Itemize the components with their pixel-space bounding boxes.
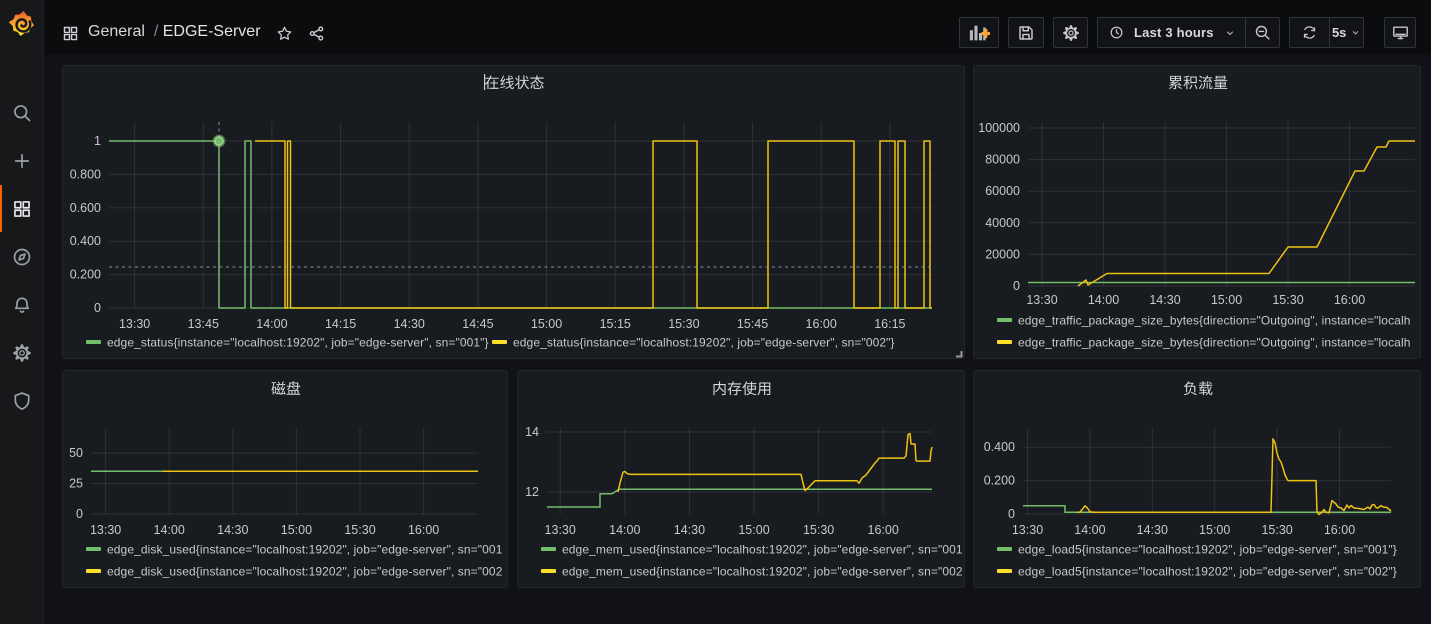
svg-text:13:30: 13:30: [1026, 293, 1057, 307]
svg-text:13:30: 13:30: [90, 523, 121, 537]
svg-text:edge_disk_used{instance="local: edge_disk_used{instance="localhost:19202…: [107, 565, 503, 579]
svg-text:14: 14: [525, 425, 539, 439]
svg-text:edge_disk_used{instance="local: edge_disk_used{instance="localhost:19202…: [107, 543, 503, 557]
svg-text:14:00: 14:00: [154, 523, 185, 537]
svg-text:14:30: 14:30: [674, 523, 705, 537]
svg-text:0: 0: [1013, 279, 1020, 293]
svg-text:16:00: 16:00: [806, 317, 837, 331]
svg-text:0.400: 0.400: [70, 234, 101, 248]
svg-text:edge_mem_used{instance="localh: edge_mem_used{instance="localhost:19202"…: [562, 543, 963, 557]
svg-text:13:30: 13:30: [1012, 523, 1043, 537]
svg-text:15:30: 15:30: [1272, 293, 1303, 307]
svg-text:15:45: 15:45: [737, 317, 768, 331]
svg-text:14:00: 14:00: [1088, 293, 1119, 307]
svg-text:15:00: 15:00: [281, 523, 312, 537]
svg-text:12: 12: [525, 485, 539, 499]
svg-text:15:15: 15:15: [600, 317, 631, 331]
svg-text:edge_mem_used{instance="localh: edge_mem_used{instance="localhost:19202"…: [562, 565, 963, 579]
svg-text:14:30: 14:30: [217, 523, 248, 537]
svg-text:0: 0: [1008, 507, 1015, 521]
svg-text:60000: 60000: [985, 184, 1020, 198]
svg-text:15:00: 15:00: [738, 523, 769, 537]
svg-text:14:30: 14:30: [1149, 293, 1180, 307]
svg-text:40000: 40000: [985, 216, 1020, 230]
svg-text:0: 0: [94, 301, 101, 315]
svg-text:15:30: 15:30: [1261, 523, 1292, 537]
svg-text:80000: 80000: [985, 153, 1020, 167]
svg-text:14:15: 14:15: [325, 317, 356, 331]
svg-text:16:00: 16:00: [868, 523, 899, 537]
svg-text:14:00: 14:00: [256, 317, 287, 331]
svg-text:0.600: 0.600: [70, 201, 101, 215]
svg-text:edge_status{instance="localhos: edge_status{instance="localhost:19202", …: [513, 336, 895, 350]
svg-text:edge_load5{instance="localhost: edge_load5{instance="localhost:19202", j…: [1018, 565, 1397, 579]
svg-text:0.800: 0.800: [70, 167, 101, 181]
svg-text:13:30: 13:30: [545, 523, 576, 537]
svg-text:edge_status{instance="localhos: edge_status{instance="localhost:19202", …: [107, 336, 489, 350]
svg-text:20000: 20000: [985, 247, 1020, 261]
svg-text:14:30: 14:30: [1137, 523, 1168, 537]
svg-text:14:00: 14:00: [1074, 523, 1105, 537]
svg-text:0.200: 0.200: [70, 268, 101, 282]
svg-text:15:00: 15:00: [1199, 523, 1230, 537]
svg-text:edge_traffic_package_size_byte: edge_traffic_package_size_bytes{directio…: [1018, 336, 1410, 350]
svg-text:15:00: 15:00: [1211, 293, 1242, 307]
svg-text:14:45: 14:45: [462, 317, 493, 331]
svg-text:100000: 100000: [978, 121, 1020, 135]
svg-text:14:00: 14:00: [609, 523, 640, 537]
svg-text:15:30: 15:30: [668, 317, 699, 331]
svg-text:16:00: 16:00: [408, 523, 439, 537]
svg-text:0.400: 0.400: [984, 440, 1015, 454]
svg-text:15:30: 15:30: [344, 523, 375, 537]
svg-text:15:30: 15:30: [803, 523, 834, 537]
svg-text:1: 1: [94, 134, 101, 148]
svg-text:edge_load5{instance="localhost: edge_load5{instance="localhost:19202", j…: [1018, 543, 1397, 557]
svg-text:16:15: 16:15: [874, 317, 905, 331]
svg-text:50: 50: [69, 446, 83, 460]
svg-text:25: 25: [69, 477, 83, 491]
svg-text:16:00: 16:00: [1334, 293, 1365, 307]
svg-text:13:45: 13:45: [188, 317, 219, 331]
svg-text:13:30: 13:30: [119, 317, 150, 331]
svg-text:15:00: 15:00: [531, 317, 562, 331]
svg-text:14:30: 14:30: [394, 317, 425, 331]
svg-text:0.200: 0.200: [984, 474, 1015, 488]
svg-text:0: 0: [76, 507, 83, 521]
svg-text:edge_traffic_package_size_byte: edge_traffic_package_size_bytes{directio…: [1018, 314, 1410, 328]
svg-text:16:00: 16:00: [1324, 523, 1355, 537]
